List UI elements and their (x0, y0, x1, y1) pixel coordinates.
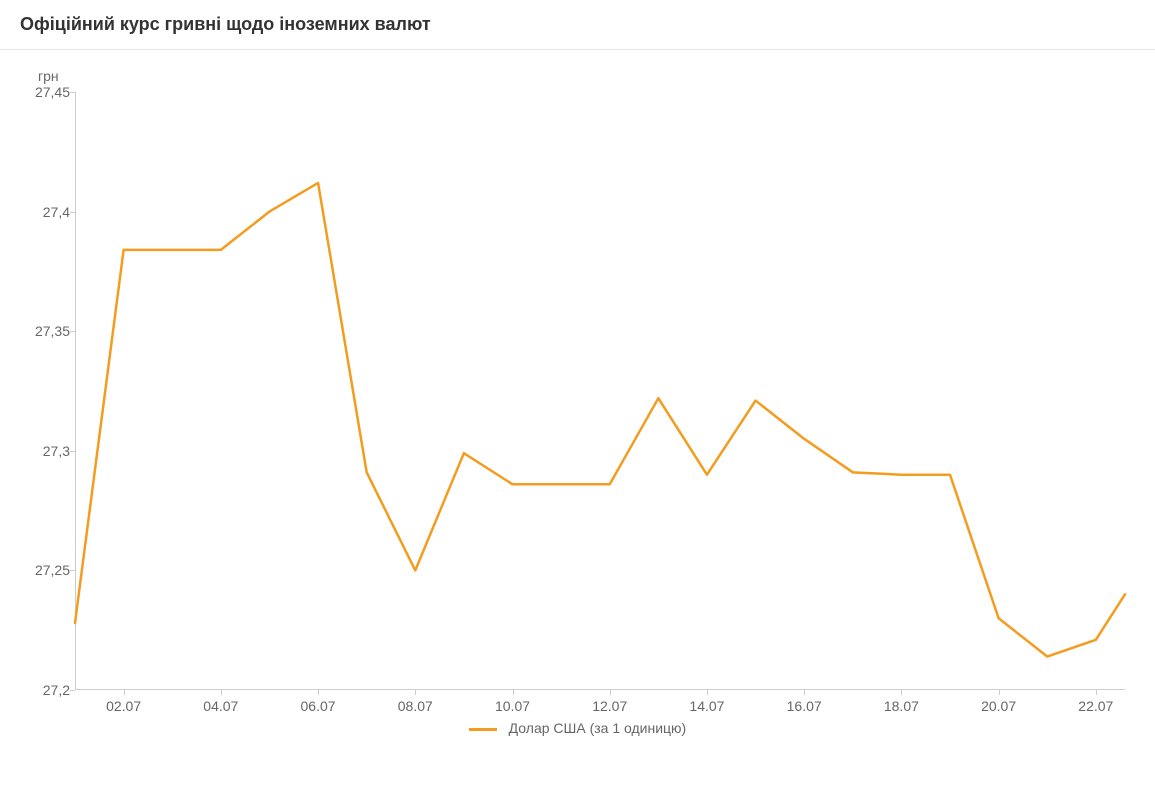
x-tick-mark (124, 690, 125, 695)
x-tick-label: 18.07 (884, 698, 919, 714)
x-tick-label: 04.07 (203, 698, 238, 714)
chart-title: Офіційний курс гривні щодо іноземних вал… (0, 0, 1155, 50)
y-tick-mark (70, 212, 75, 213)
x-tick-mark (318, 690, 319, 695)
y-tick-mark (70, 92, 75, 93)
y-tick-mark (70, 690, 75, 691)
x-tick-mark (221, 690, 222, 695)
chart-container: Офіційний курс гривні щодо іноземних вал… (0, 0, 1155, 796)
y-tick-label: 27,4 (20, 204, 70, 220)
x-tick-label: 10.07 (495, 698, 530, 714)
y-tick-label: 27,25 (20, 562, 70, 578)
y-axis-unit: грн (38, 68, 59, 84)
legend-swatch (469, 728, 497, 731)
x-tick-label: 02.07 (106, 698, 141, 714)
x-tick-label: 12.07 (592, 698, 627, 714)
x-tick-label: 16.07 (787, 698, 822, 714)
x-tick-mark (610, 690, 611, 695)
series-path (75, 183, 1125, 657)
x-tick-mark (901, 690, 902, 695)
x-tick-mark (415, 690, 416, 695)
y-tick-mark (70, 331, 75, 332)
x-tick-label: 08.07 (398, 698, 433, 714)
y-tick-mark (70, 451, 75, 452)
x-tick-mark (707, 690, 708, 695)
x-tick-label: 14.07 (689, 698, 724, 714)
chart-area: грн 27,227,2527,327,3527,427,4502.0704.0… (0, 50, 1155, 750)
x-tick-label: 22.07 (1078, 698, 1113, 714)
x-tick-mark (1096, 690, 1097, 695)
plot-area: 27,227,2527,327,3527,427,4502.0704.0706.… (75, 92, 1125, 690)
y-tick-label: 27,3 (20, 443, 70, 459)
y-tick-label: 27,45 (20, 84, 70, 100)
x-tick-mark (999, 690, 1000, 695)
y-tick-label: 27,35 (20, 323, 70, 339)
x-tick-mark (804, 690, 805, 695)
y-tick-mark (70, 570, 75, 571)
legend: Долар США (за 1 одиницю) (0, 720, 1155, 736)
x-tick-mark (513, 690, 514, 695)
line-series (75, 92, 1125, 690)
y-tick-label: 27,2 (20, 682, 70, 698)
x-tick-label: 20.07 (981, 698, 1016, 714)
x-tick-label: 06.07 (301, 698, 336, 714)
legend-label: Долар США (за 1 одиницю) (509, 720, 687, 736)
